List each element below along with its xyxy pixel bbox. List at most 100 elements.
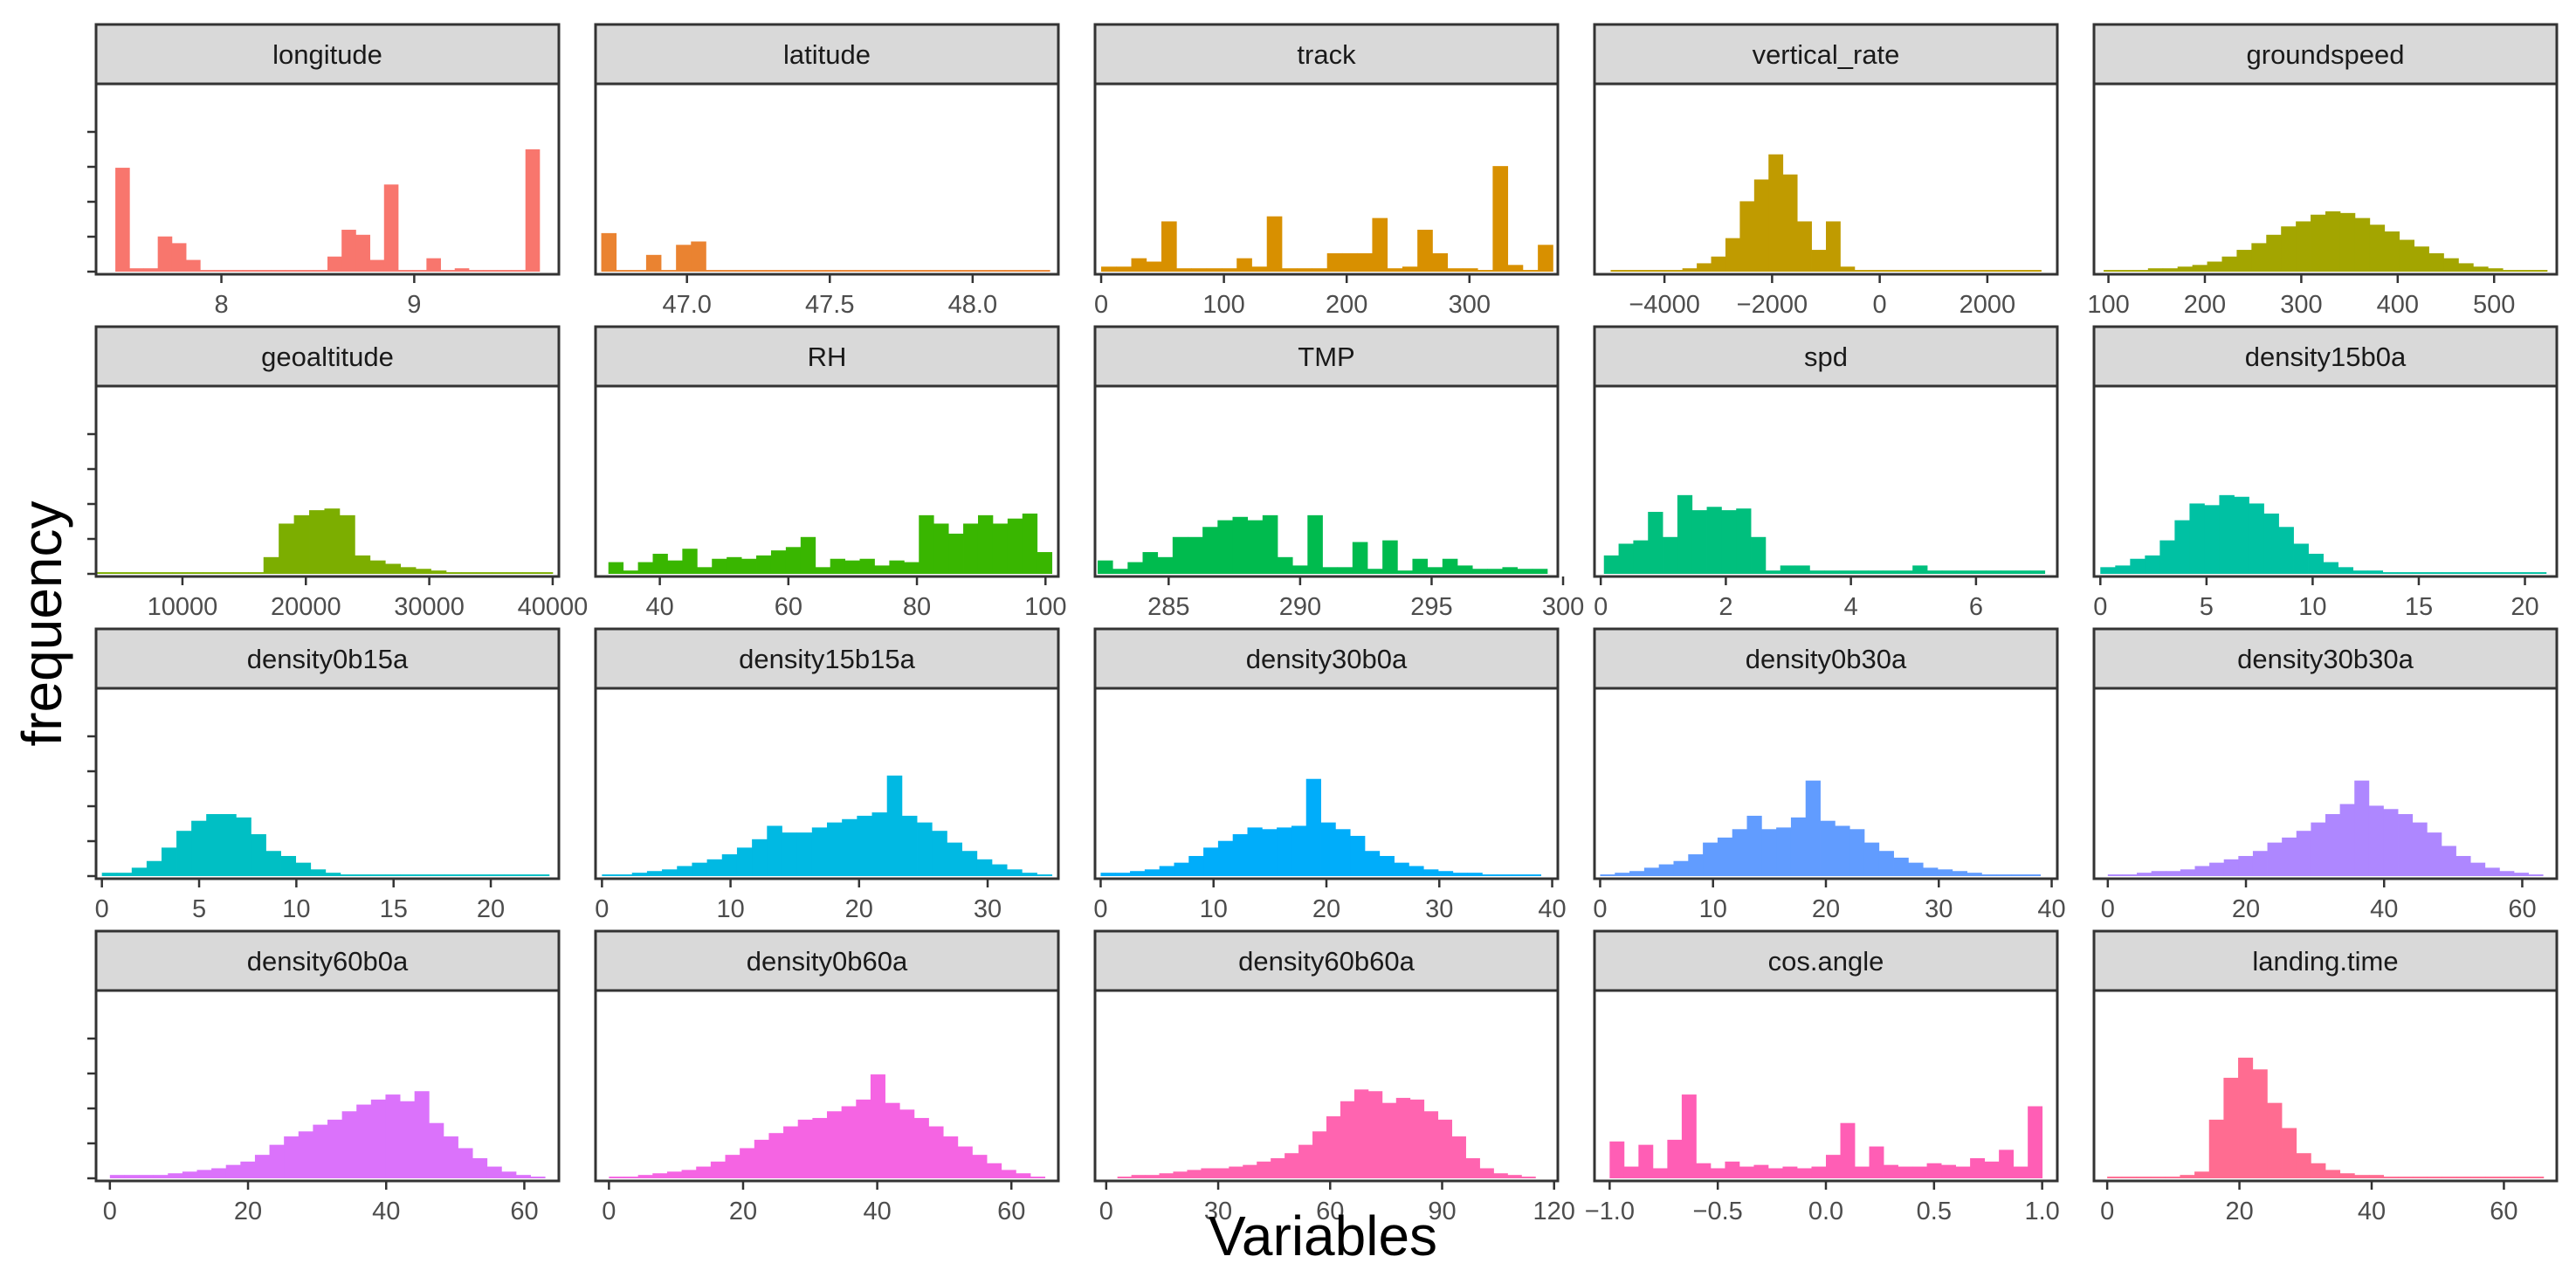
histogram-bar bbox=[1998, 270, 2014, 272]
histogram-bar bbox=[2147, 268, 2164, 272]
histogram-bar bbox=[2367, 570, 2384, 574]
strip-background bbox=[1093, 627, 1560, 690]
histogram-bar bbox=[1790, 817, 1807, 876]
histogram-bar bbox=[2503, 270, 2518, 272]
histogram-bar bbox=[811, 827, 828, 876]
histogram-bar bbox=[1142, 552, 1159, 574]
histogram-bar bbox=[497, 270, 512, 272]
histogram-bar bbox=[1736, 508, 1752, 574]
histogram-bar bbox=[2118, 270, 2134, 272]
histogram-bar bbox=[355, 555, 371, 574]
histogram-bar bbox=[1725, 238, 1740, 272]
histogram-bar bbox=[265, 851, 281, 876]
histogram-bar bbox=[957, 1146, 973, 1178]
histogram-bar bbox=[1452, 873, 1468, 876]
histogram-bar bbox=[501, 1171, 517, 1178]
histogram-bar bbox=[2159, 540, 2175, 574]
histogram-bar bbox=[369, 874, 386, 876]
histogram-bar bbox=[2012, 270, 2028, 272]
histogram-bar bbox=[2382, 572, 2399, 574]
histogram-bar bbox=[2194, 1171, 2210, 1178]
histogram-bar bbox=[1206, 268, 1223, 272]
histogram-bar bbox=[901, 815, 918, 876]
strip-label: density30b0a bbox=[1246, 644, 1408, 674]
histogram-bar bbox=[1615, 873, 1630, 876]
histogram-bar bbox=[313, 270, 328, 272]
histogram-bar bbox=[1521, 1177, 1536, 1178]
histogram-bar bbox=[1512, 874, 1527, 876]
histogram-bar bbox=[1725, 1161, 1740, 1178]
histogram-bar bbox=[271, 270, 286, 272]
histogram-bar bbox=[2189, 503, 2205, 574]
histogram-bar bbox=[2234, 496, 2249, 574]
histogram-bar bbox=[1187, 1170, 1202, 1178]
histogram-bar bbox=[886, 775, 903, 876]
histogram-bar bbox=[750, 270, 767, 272]
histogram-bar bbox=[225, 1164, 241, 1178]
histogram-bar bbox=[652, 553, 668, 574]
histogram-bar bbox=[1016, 1173, 1031, 1178]
strip-label: groundspeed bbox=[2247, 39, 2405, 70]
strip-background bbox=[2092, 325, 2559, 388]
histogram-bar bbox=[115, 168, 130, 272]
histogram-bar bbox=[369, 560, 386, 574]
histogram-bar bbox=[1696, 1163, 1712, 1178]
histogram-bar bbox=[1522, 270, 1539, 272]
histogram-bar bbox=[2455, 855, 2471, 876]
histogram-bar bbox=[1482, 874, 1498, 876]
histogram-bar bbox=[1312, 268, 1328, 272]
histogram-bar bbox=[474, 874, 490, 876]
histogram-bar bbox=[1923, 867, 1939, 876]
histogram-bar bbox=[2501, 572, 2517, 574]
histogram-bar bbox=[172, 572, 188, 574]
histogram-bar bbox=[2442, 572, 2458, 574]
x-tick-label: 0 bbox=[1593, 895, 1607, 923]
x-tick-label: 5 bbox=[2200, 593, 2214, 621]
panel-background bbox=[2094, 991, 2557, 1181]
histogram-bar bbox=[2484, 867, 2500, 876]
histogram-bar bbox=[1986, 570, 2001, 574]
histogram-bar bbox=[1600, 874, 1615, 876]
strip-background bbox=[94, 325, 561, 388]
x-tick-label: 40 bbox=[372, 1198, 400, 1225]
histogram-bar bbox=[756, 555, 772, 574]
histogram-bar bbox=[1638, 1144, 1654, 1178]
strip-label: TMP bbox=[1298, 342, 1354, 372]
histogram-bar bbox=[2486, 572, 2503, 574]
histogram-bar bbox=[1811, 250, 1827, 272]
histogram-bar bbox=[919, 514, 934, 574]
x-tick-label: 2000 bbox=[1960, 291, 2016, 319]
x-tick-label: 0 bbox=[2101, 895, 2115, 923]
histogram-bar bbox=[504, 874, 520, 876]
histogram-bar bbox=[1926, 1163, 1942, 1178]
histogram-bar bbox=[1115, 873, 1131, 876]
histogram-bar bbox=[870, 1074, 885, 1178]
histogram-bar bbox=[1502, 567, 1519, 574]
panel-border bbox=[594, 82, 1060, 276]
histogram-bar bbox=[785, 547, 802, 574]
x-tick-label: 10 bbox=[1200, 895, 1228, 923]
panel-density0b15a: density0b15a 0 5 10 15 20 bbox=[87, 627, 561, 923]
histogram-bar bbox=[1159, 866, 1174, 876]
histogram-bar bbox=[534, 874, 550, 876]
histogram-bar bbox=[1526, 874, 1542, 876]
histogram-bar bbox=[2532, 270, 2548, 272]
histogram-bar bbox=[299, 270, 314, 272]
strip-label: density15b15a bbox=[739, 644, 915, 674]
histogram-bar bbox=[2311, 214, 2326, 272]
histogram-bar bbox=[1768, 154, 1784, 272]
histogram-bar bbox=[2398, 814, 2414, 876]
histogram-bar bbox=[293, 514, 310, 574]
x-tick-label: 60 bbox=[2508, 895, 2536, 923]
histogram-bar bbox=[530, 1177, 546, 1178]
strip-background bbox=[1593, 325, 2059, 388]
histogram-bar bbox=[1251, 266, 1268, 272]
histogram-bar bbox=[2151, 1177, 2166, 1178]
histogram-bar bbox=[692, 862, 707, 876]
histogram-bar bbox=[1037, 874, 1053, 876]
histogram-bar bbox=[616, 270, 632, 272]
histogram-bar bbox=[827, 822, 843, 876]
histogram-bar bbox=[1721, 510, 1737, 574]
histogram-bar bbox=[486, 1166, 502, 1178]
histogram-bar bbox=[131, 867, 148, 876]
